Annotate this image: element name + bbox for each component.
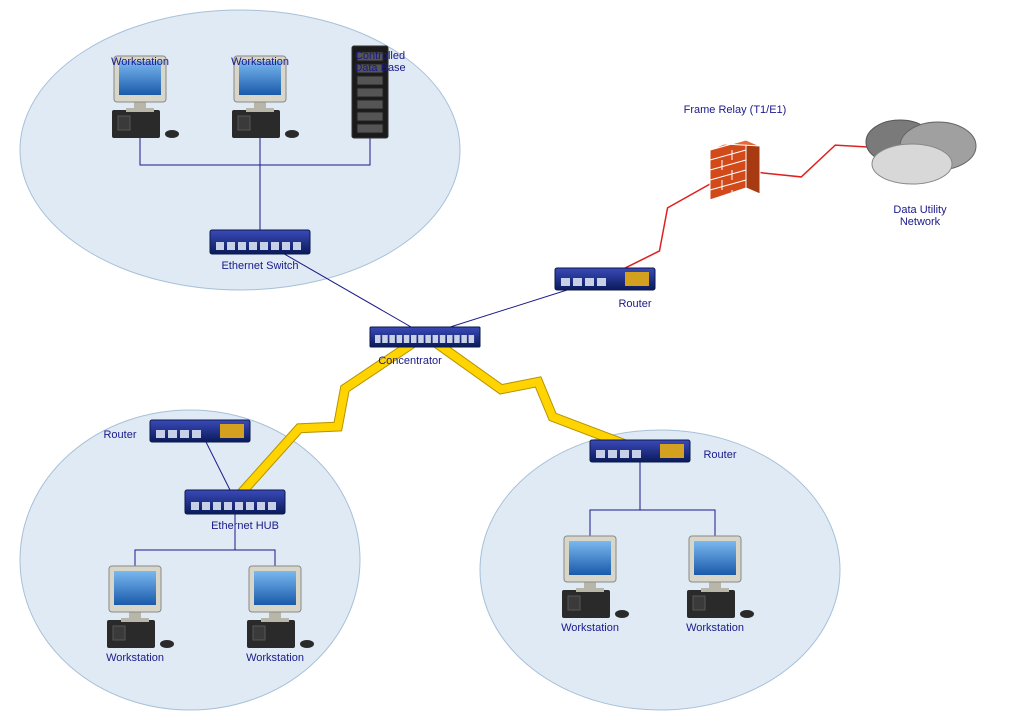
label-eth_hub: Ethernet HUB <box>185 520 305 532</box>
node-eth_hub <box>185 490 285 514</box>
label-db: Controlled Data Base <box>320 50 440 74</box>
label-cloud: Data Utility Network <box>860 204 980 228</box>
label-ws_bl_1: Workstation <box>75 652 195 664</box>
label-router_br: Router <box>660 449 780 461</box>
label-ws_tl_1: Workstation <box>80 56 200 68</box>
label-firewall: Frame Relay (T1/E1) <box>675 104 795 116</box>
edge-bolt-outline <box>425 335 640 450</box>
label-router_top: Router <box>575 298 695 310</box>
label-eth_switch: Ethernet Switch <box>200 260 320 272</box>
node-eth_switch <box>210 230 310 254</box>
label-router_bl: Router <box>60 429 180 441</box>
label-ws_tl_2: Workstation <box>200 56 320 68</box>
label-ws_br_2: Workstation <box>655 622 775 634</box>
node-router_top <box>555 268 655 290</box>
label-ws_bl_2: Workstation <box>215 652 335 664</box>
region-bot-right <box>480 430 840 710</box>
label-concentrator: Concentrator <box>350 355 470 367</box>
region-bot-left <box>20 410 360 710</box>
network-diagram-canvas <box>0 0 1026 725</box>
node-cloud <box>866 120 976 184</box>
node-concentrator <box>370 327 480 347</box>
label-ws_br_1: Workstation <box>530 622 650 634</box>
node-firewall <box>710 140 760 210</box>
